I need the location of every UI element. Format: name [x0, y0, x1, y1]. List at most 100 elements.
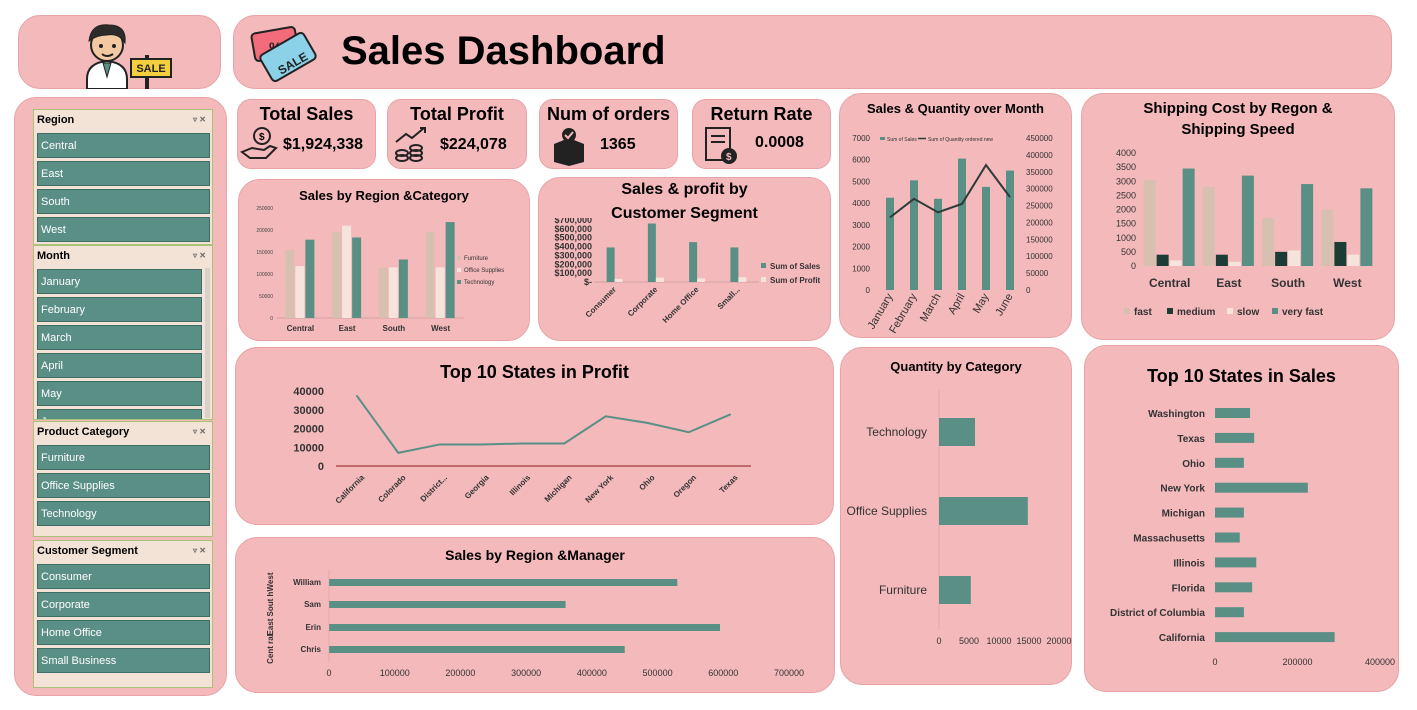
- legend-label: Technology: [464, 280, 494, 286]
- x-tick-label: 20000: [1046, 636, 1071, 646]
- manager-label: Erin: [305, 623, 321, 632]
- salesman-icon: SALE: [86, 24, 172, 89]
- x-tick-label: 0: [1212, 657, 1217, 667]
- region-slicer-header: Region ▿ ✕: [34, 110, 212, 130]
- slicer-item-east[interactable]: East: [37, 161, 210, 186]
- manager-label: Sam: [304, 600, 321, 609]
- manager-label: Chris: [301, 645, 322, 654]
- slicer-item-office-supplies[interactable]: Office Supplies: [37, 473, 210, 498]
- quantity-category-chart: Technology Office Supplies Furniture 0 5000 1…: [847, 390, 1072, 646]
- legend-label: Sum of Sales: [770, 262, 821, 271]
- y-tick-label: 0: [866, 286, 871, 295]
- bar: [1215, 432, 1255, 443]
- region-label: Cent ral: [266, 634, 275, 664]
- title-panel: % SALE Sales Dashboard: [233, 15, 1392, 89]
- slicer-item-corporate[interactable]: Corporate: [37, 592, 210, 617]
- legend-swatch: [880, 137, 885, 140]
- x-tick-label: 400000: [577, 668, 607, 678]
- y-tick-label: 2500: [1116, 190, 1136, 200]
- y-tick-label: 40000: [293, 386, 324, 398]
- legend-swatch: [457, 280, 461, 284]
- x-tick-label: March: [918, 292, 944, 324]
- slicer-item-technology[interactable]: Technology: [37, 501, 210, 526]
- bar: [1215, 408, 1251, 418]
- bar: [1347, 254, 1360, 266]
- y-tick-label: 2000: [1116, 205, 1136, 215]
- region-manager-panel: Sales by Region &Manager William West Sam S…: [235, 537, 835, 693]
- bar: [1202, 186, 1215, 266]
- bar: [1215, 254, 1228, 266]
- box-icon: [554, 128, 584, 166]
- x-tick-label: Central: [1149, 276, 1190, 290]
- bar: [425, 232, 435, 318]
- x-tick-label: 15000: [1016, 636, 1041, 646]
- legend-swatch: [457, 256, 461, 260]
- bar: [1215, 507, 1244, 518]
- clear-filter-icon[interactable]: ▿ ✕: [193, 546, 206, 555]
- x-tick-label: Michigan: [543, 473, 574, 504]
- slicer-item-february[interactable]: February: [37, 297, 202, 322]
- bar: [697, 278, 706, 282]
- legend-label: Sum of Sales: [887, 137, 917, 143]
- slicer-item-west[interactable]: West: [37, 217, 210, 242]
- clear-filter-icon[interactable]: ▿ ✕: [193, 251, 206, 260]
- y-tick-label: 0: [270, 316, 273, 322]
- bar: [1241, 175, 1254, 266]
- x-tick-label: Texas: [718, 473, 740, 495]
- bar: [1182, 168, 1195, 266]
- slicer-title: Month: [37, 250, 70, 262]
- chart-title: Shipping Cost by Regon & Shipping Speed: [1143, 100, 1333, 138]
- x-tick-label: Corporate: [626, 285, 660, 319]
- slicer-item-june[interactable]: June: [37, 409, 202, 419]
- slicer-item-march[interactable]: March: [37, 325, 202, 350]
- slicer-title: Region: [37, 114, 75, 126]
- slicer-item-small-business[interactable]: Small Business: [37, 648, 210, 673]
- bar: [329, 601, 566, 608]
- y2-tick-label: 150000: [1026, 235, 1053, 244]
- y-tick-label: 5000: [852, 177, 870, 186]
- y-tick-label: Massachusetts: [1133, 534, 1205, 545]
- svg-text:$: $: [726, 152, 732, 163]
- month-panel: Sales & Quantity over Month 0 1000 2000 300…: [839, 93, 1072, 338]
- y-tick-label: 4000: [1116, 148, 1136, 158]
- y-tick-label: $400,000: [554, 242, 592, 252]
- bar: [689, 242, 698, 282]
- bar: [958, 158, 966, 290]
- legend-label: Sum of Profit: [770, 276, 821, 285]
- y-tick-label: Technology: [866, 425, 927, 439]
- legend-label: Office Supplies: [464, 268, 504, 274]
- slicer-item-furniture[interactable]: Furniture: [37, 445, 210, 470]
- bar: [1215, 582, 1253, 593]
- y-tick-label: New York: [1160, 484, 1205, 495]
- slicer-item-home-office[interactable]: Home Office: [37, 620, 210, 645]
- slicer-item-central[interactable]: Central: [37, 133, 210, 158]
- y-tick-label: $100,000: [554, 268, 592, 278]
- slicer-item-april[interactable]: April: [37, 353, 202, 378]
- y-tick-label: 3500: [1116, 162, 1136, 172]
- region-category-panel: Sales by Region &Category 0 50000 100000 15…: [238, 179, 530, 341]
- clear-filter-icon[interactable]: ▿ ✕: [193, 427, 206, 436]
- bar: [1228, 261, 1241, 266]
- x-tick-label: Home Office: [661, 285, 701, 325]
- chart-title: Sales & profit by Customer Segment: [611, 181, 758, 222]
- logo-sale-text: SALE: [136, 63, 165, 75]
- slicer-item-may[interactable]: May: [37, 381, 202, 406]
- x-tick-label: 10000: [986, 636, 1011, 646]
- clear-filter-icon[interactable]: ▿ ✕: [193, 115, 206, 124]
- slicer-item-january[interactable]: January: [37, 269, 202, 294]
- legend-swatch: [761, 263, 766, 268]
- quantity-category-panel: Quantity by Category Technology Office Su…: [840, 347, 1072, 685]
- bar: [435, 267, 445, 318]
- y2-tick-label: 300000: [1026, 185, 1053, 194]
- bar: [352, 237, 362, 318]
- slicer-item-consumer[interactable]: Consumer: [37, 564, 210, 589]
- bar: [1215, 457, 1244, 468]
- segment-chart: $-$100,000$200,000$300,000$400,000$500,0…: [554, 218, 821, 325]
- x-tick-label: May: [971, 291, 992, 315]
- x-tick-label: California: [334, 473, 367, 506]
- legend-swatch: [1272, 308, 1278, 314]
- slicer-item-south[interactable]: South: [37, 189, 210, 214]
- bar: [1006, 170, 1014, 290]
- scrollbar[interactable]: [205, 268, 210, 418]
- kpi-total-profit: Total Profit $224,078: [387, 99, 527, 169]
